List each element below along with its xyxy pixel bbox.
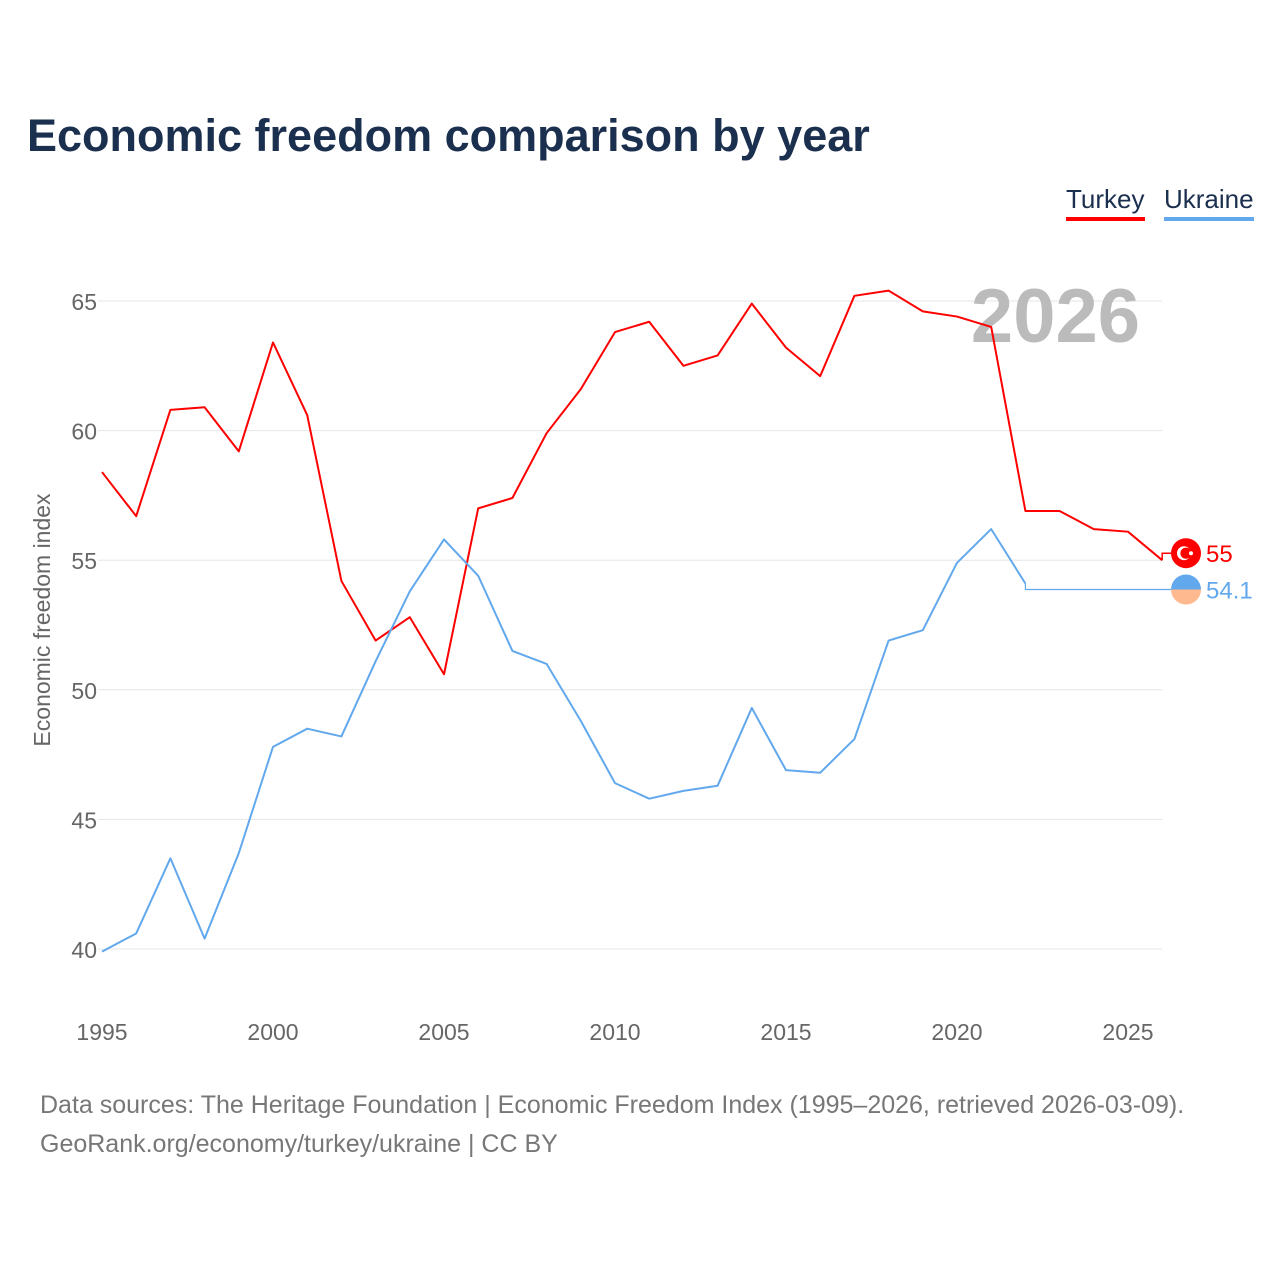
x-tick-label: 2005: [418, 1019, 469, 1045]
flag-crescent-cut: [1180, 547, 1192, 559]
y-tick-label: 45: [71, 807, 97, 833]
x-tick-label: 2025: [1102, 1019, 1153, 1045]
y-tick-label: 65: [71, 289, 97, 315]
ukraine-flag-icon: [1171, 574, 1201, 590]
end-connector: [1161, 552, 1173, 561]
legend-ukraine[interactable]: Ukraine: [1164, 184, 1254, 221]
y-tick-label: 40: [71, 937, 97, 963]
end-label-ukraine: 54.1: [1206, 578, 1253, 605]
y-axis-label: Economic freedom index: [29, 493, 55, 747]
x-tick-label: 2000: [247, 1019, 298, 1045]
x-tick-label: 2020: [931, 1019, 982, 1045]
y-tick-label: 55: [71, 548, 97, 574]
year-watermark: 2026: [971, 274, 1140, 359]
series-line-turkey: [101, 289, 1163, 676]
y-tick-label: 60: [71, 419, 97, 445]
ukraine-flag-lower: [1171, 589, 1201, 605]
chart-title: Economic freedom comparison by year: [27, 110, 870, 161]
x-tick-label: 2010: [589, 1019, 640, 1045]
y-tick-label: 50: [71, 678, 97, 704]
flag-star: [1189, 551, 1193, 556]
carry-forward-line: [1024, 583, 1173, 591]
series-line-ukraine: [101, 528, 1027, 953]
end-label-turkey: 55: [1206, 541, 1233, 568]
source-line-2: GeoRank.org/economy/turkey/ukraine | CC …: [40, 1130, 558, 1158]
legend-turkey[interactable]: Turkey: [1066, 184, 1145, 221]
source-line-1: Data sources: The Heritage Foundation | …: [40, 1091, 1185, 1119]
x-tick-label: 1995: [76, 1019, 127, 1045]
x-tick-label: 2015: [760, 1019, 811, 1045]
source-note: Data sources: The Heritage Foundation | …: [40, 1086, 1184, 1164]
